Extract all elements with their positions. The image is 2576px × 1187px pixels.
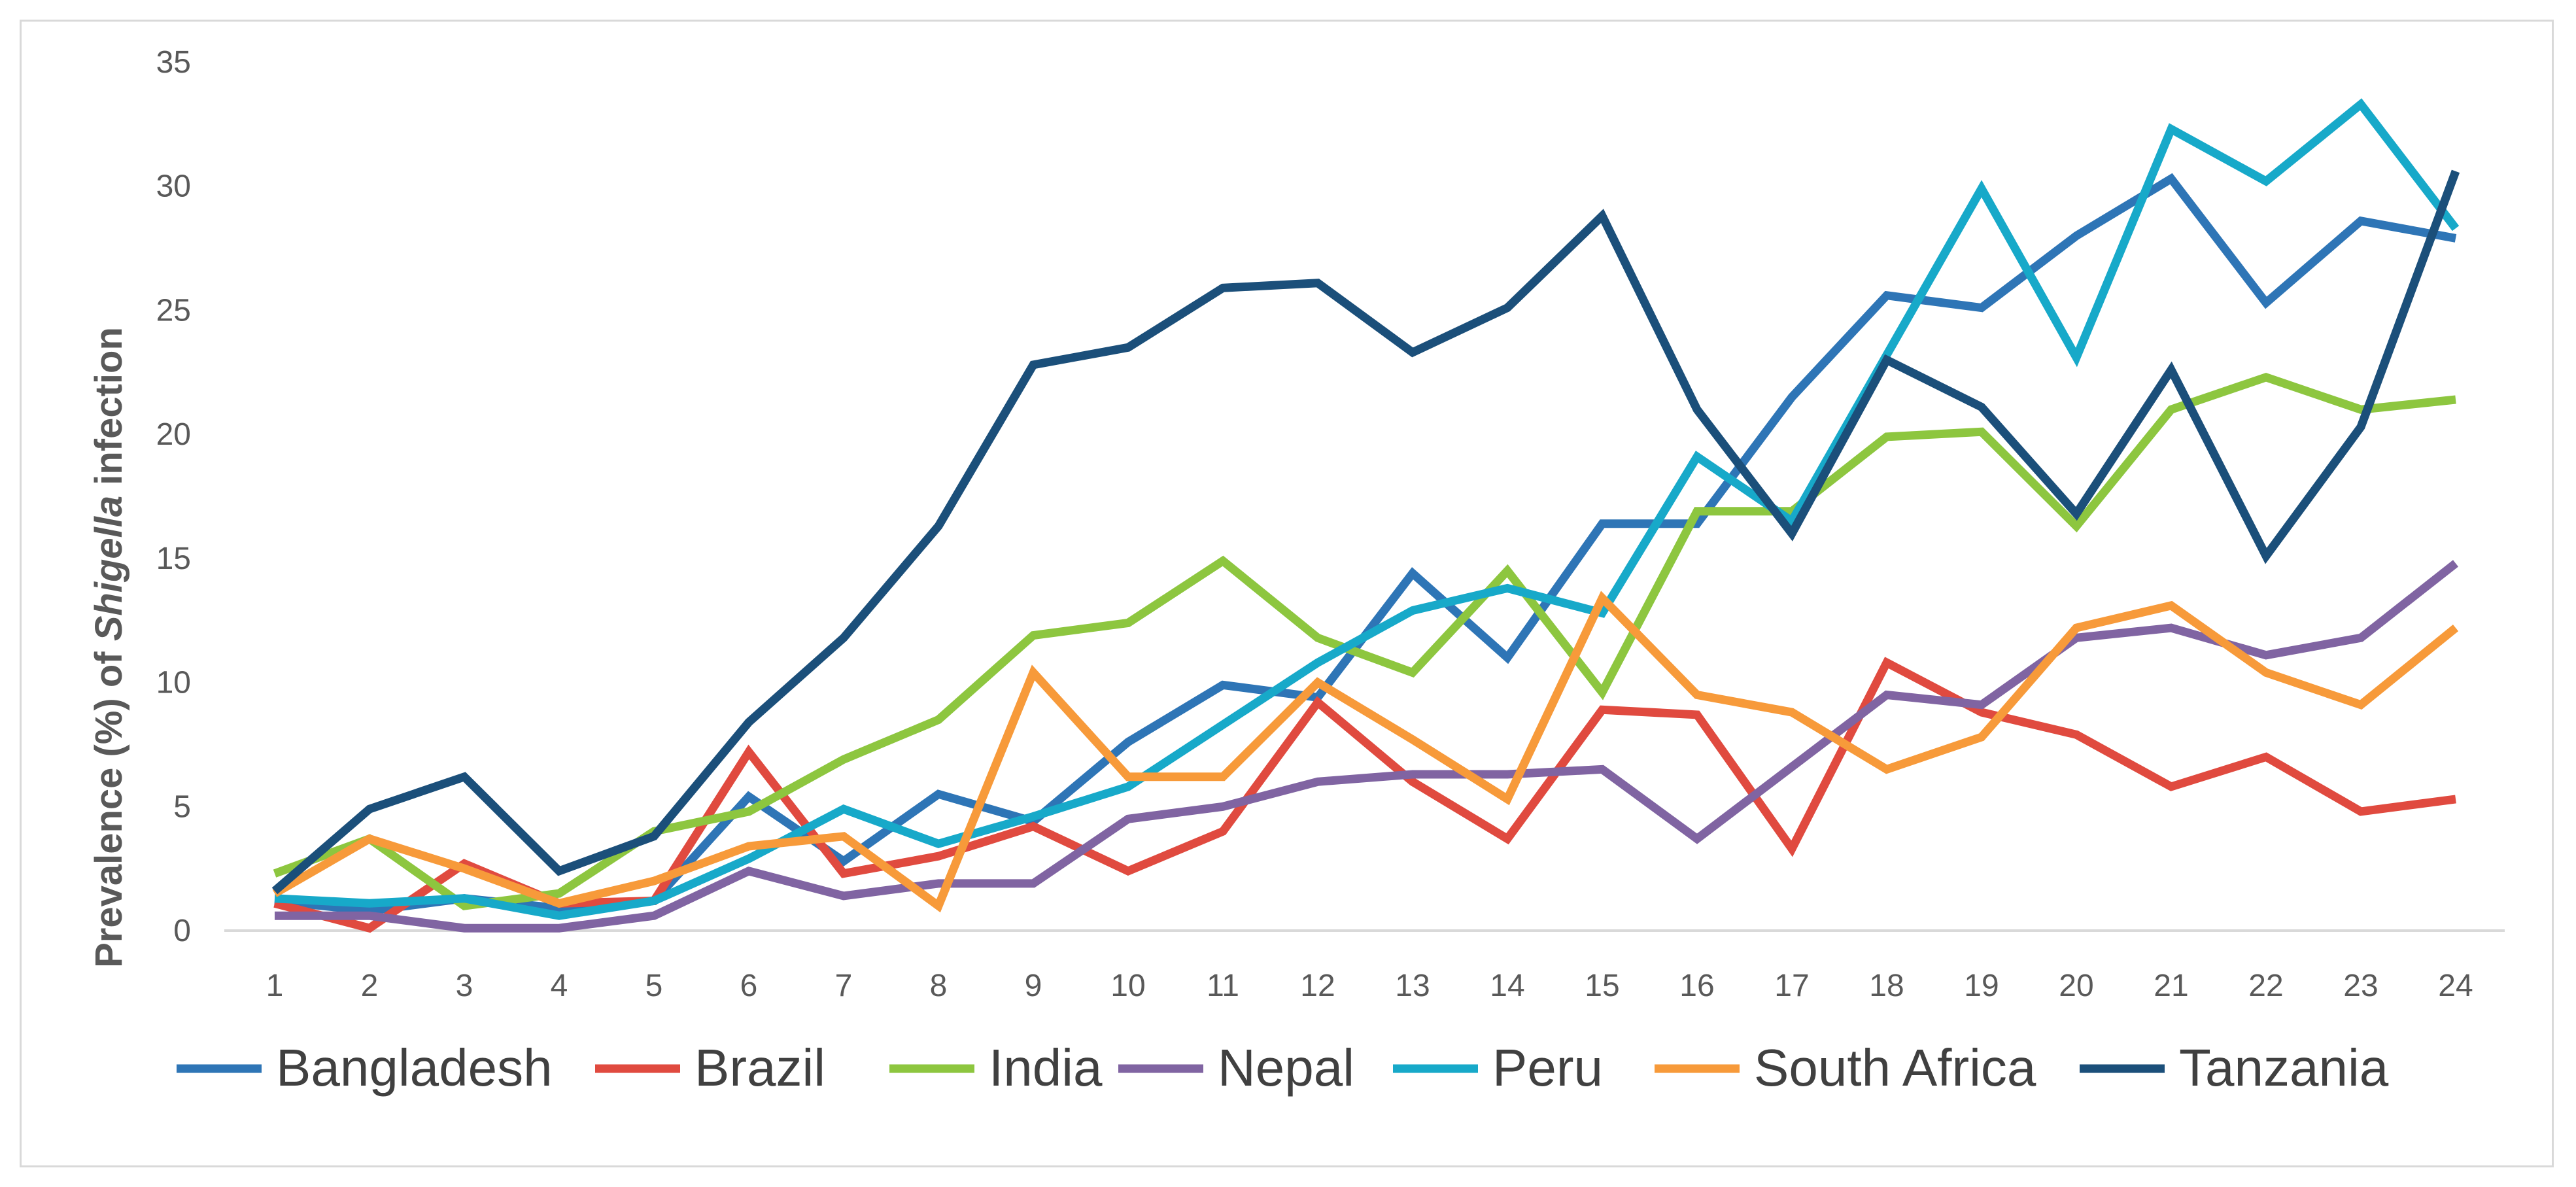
x-tick-label: 8	[930, 969, 948, 1003]
x-tick-label: 7	[835, 969, 853, 1003]
y-tick-label: 35	[156, 45, 191, 80]
x-tick-label: 14	[1490, 969, 1524, 1003]
x-tick-label: 23	[2343, 969, 2378, 1003]
x-axis-ticks: 1 2 3 4 5 6 7 8 9 10 11 12 13 14 15 16 17 18 19 20 21 22 23 24	[266, 969, 2473, 1003]
x-tick-label: 16	[1679, 969, 1714, 1003]
x-tick-label: 10	[1110, 969, 1145, 1003]
x-tick-label: 12	[1300, 969, 1335, 1003]
y-tick-label: 25	[156, 293, 191, 328]
legend: Bangladesh Brazil India Nepal Peru South Afri…	[177, 1039, 2389, 1097]
x-tick-label: 2	[361, 969, 379, 1003]
y-tick-label: 30	[156, 169, 191, 204]
x-tick-label: 21	[2154, 969, 2188, 1003]
y-axis-ticks: 0 5 10 15 20 25 30 35	[156, 45, 191, 948]
x-tick-label: 15	[1585, 969, 1619, 1003]
x-tick-label: 20	[2059, 969, 2093, 1003]
x-tick-label: 3	[456, 969, 473, 1003]
x-tick-label: 11	[1207, 969, 1239, 1003]
series-line-tanzania	[271, 169, 2460, 895]
x-tick-label: 24	[2438, 969, 2473, 1003]
x-tick-label: 22	[2248, 969, 2283, 1003]
x-tick-label: 6	[740, 969, 758, 1003]
legend-label: Tanzania	[2179, 1039, 2389, 1097]
x-tick-label: 5	[645, 969, 663, 1003]
y-axis-title-italic: Shigella	[88, 496, 130, 641]
legend-item-tanzania: Tanzania	[2080, 1039, 2389, 1097]
x-tick-label: 17	[1774, 969, 1809, 1003]
legend-label: South Africa	[1754, 1039, 2036, 1097]
series-line-peru	[274, 98, 2460, 920]
legend-label: Bangladesh	[276, 1039, 553, 1097]
x-tick-label: 9	[1025, 969, 1042, 1003]
y-axis-title-suffix: infection	[88, 327, 130, 496]
legend-label: Peru	[1492, 1039, 1603, 1097]
legend-item-brazil: Brazil	[595, 1039, 825, 1097]
y-tick-label: 0	[173, 914, 191, 948]
y-axis-title: Prevalence (%) of Shigella infection	[88, 327, 130, 968]
series-line-bangladesh	[274, 173, 2457, 916]
chart-frame	[20, 20, 2554, 1167]
x-tick-label: 19	[1964, 969, 1999, 1003]
legend-item-nepal: Nepal	[1118, 1039, 1354, 1097]
legend-item-south-africa: South Africa	[1655, 1039, 2036, 1097]
series-line-nepal	[275, 560, 2459, 933]
y-tick-label: 20	[156, 417, 191, 452]
y-axis-title-prefix: Prevalence (%) of	[88, 641, 130, 968]
legend-label: Brazil	[695, 1039, 825, 1097]
legend-item-peru: Peru	[1393, 1039, 1603, 1097]
y-tick-label: 5	[173, 789, 191, 824]
legend-item-bangladesh: Bangladesh	[177, 1039, 553, 1097]
x-tick-label: 13	[1395, 969, 1430, 1003]
x-tick-label: 4	[551, 969, 568, 1003]
series-lines	[271, 98, 2460, 933]
y-tick-label: 15	[156, 542, 191, 576]
legend-label: India	[989, 1039, 1103, 1097]
y-tick-label: 10	[156, 666, 191, 700]
legend-label: Nepal	[1218, 1039, 1354, 1097]
series-line-brazil	[273, 657, 2456, 933]
legend-item-india: India	[889, 1039, 1103, 1097]
series-line-south-africa	[272, 591, 2459, 913]
x-tick-label: 1	[266, 969, 284, 1003]
x-tick-label: 18	[1869, 969, 1904, 1003]
